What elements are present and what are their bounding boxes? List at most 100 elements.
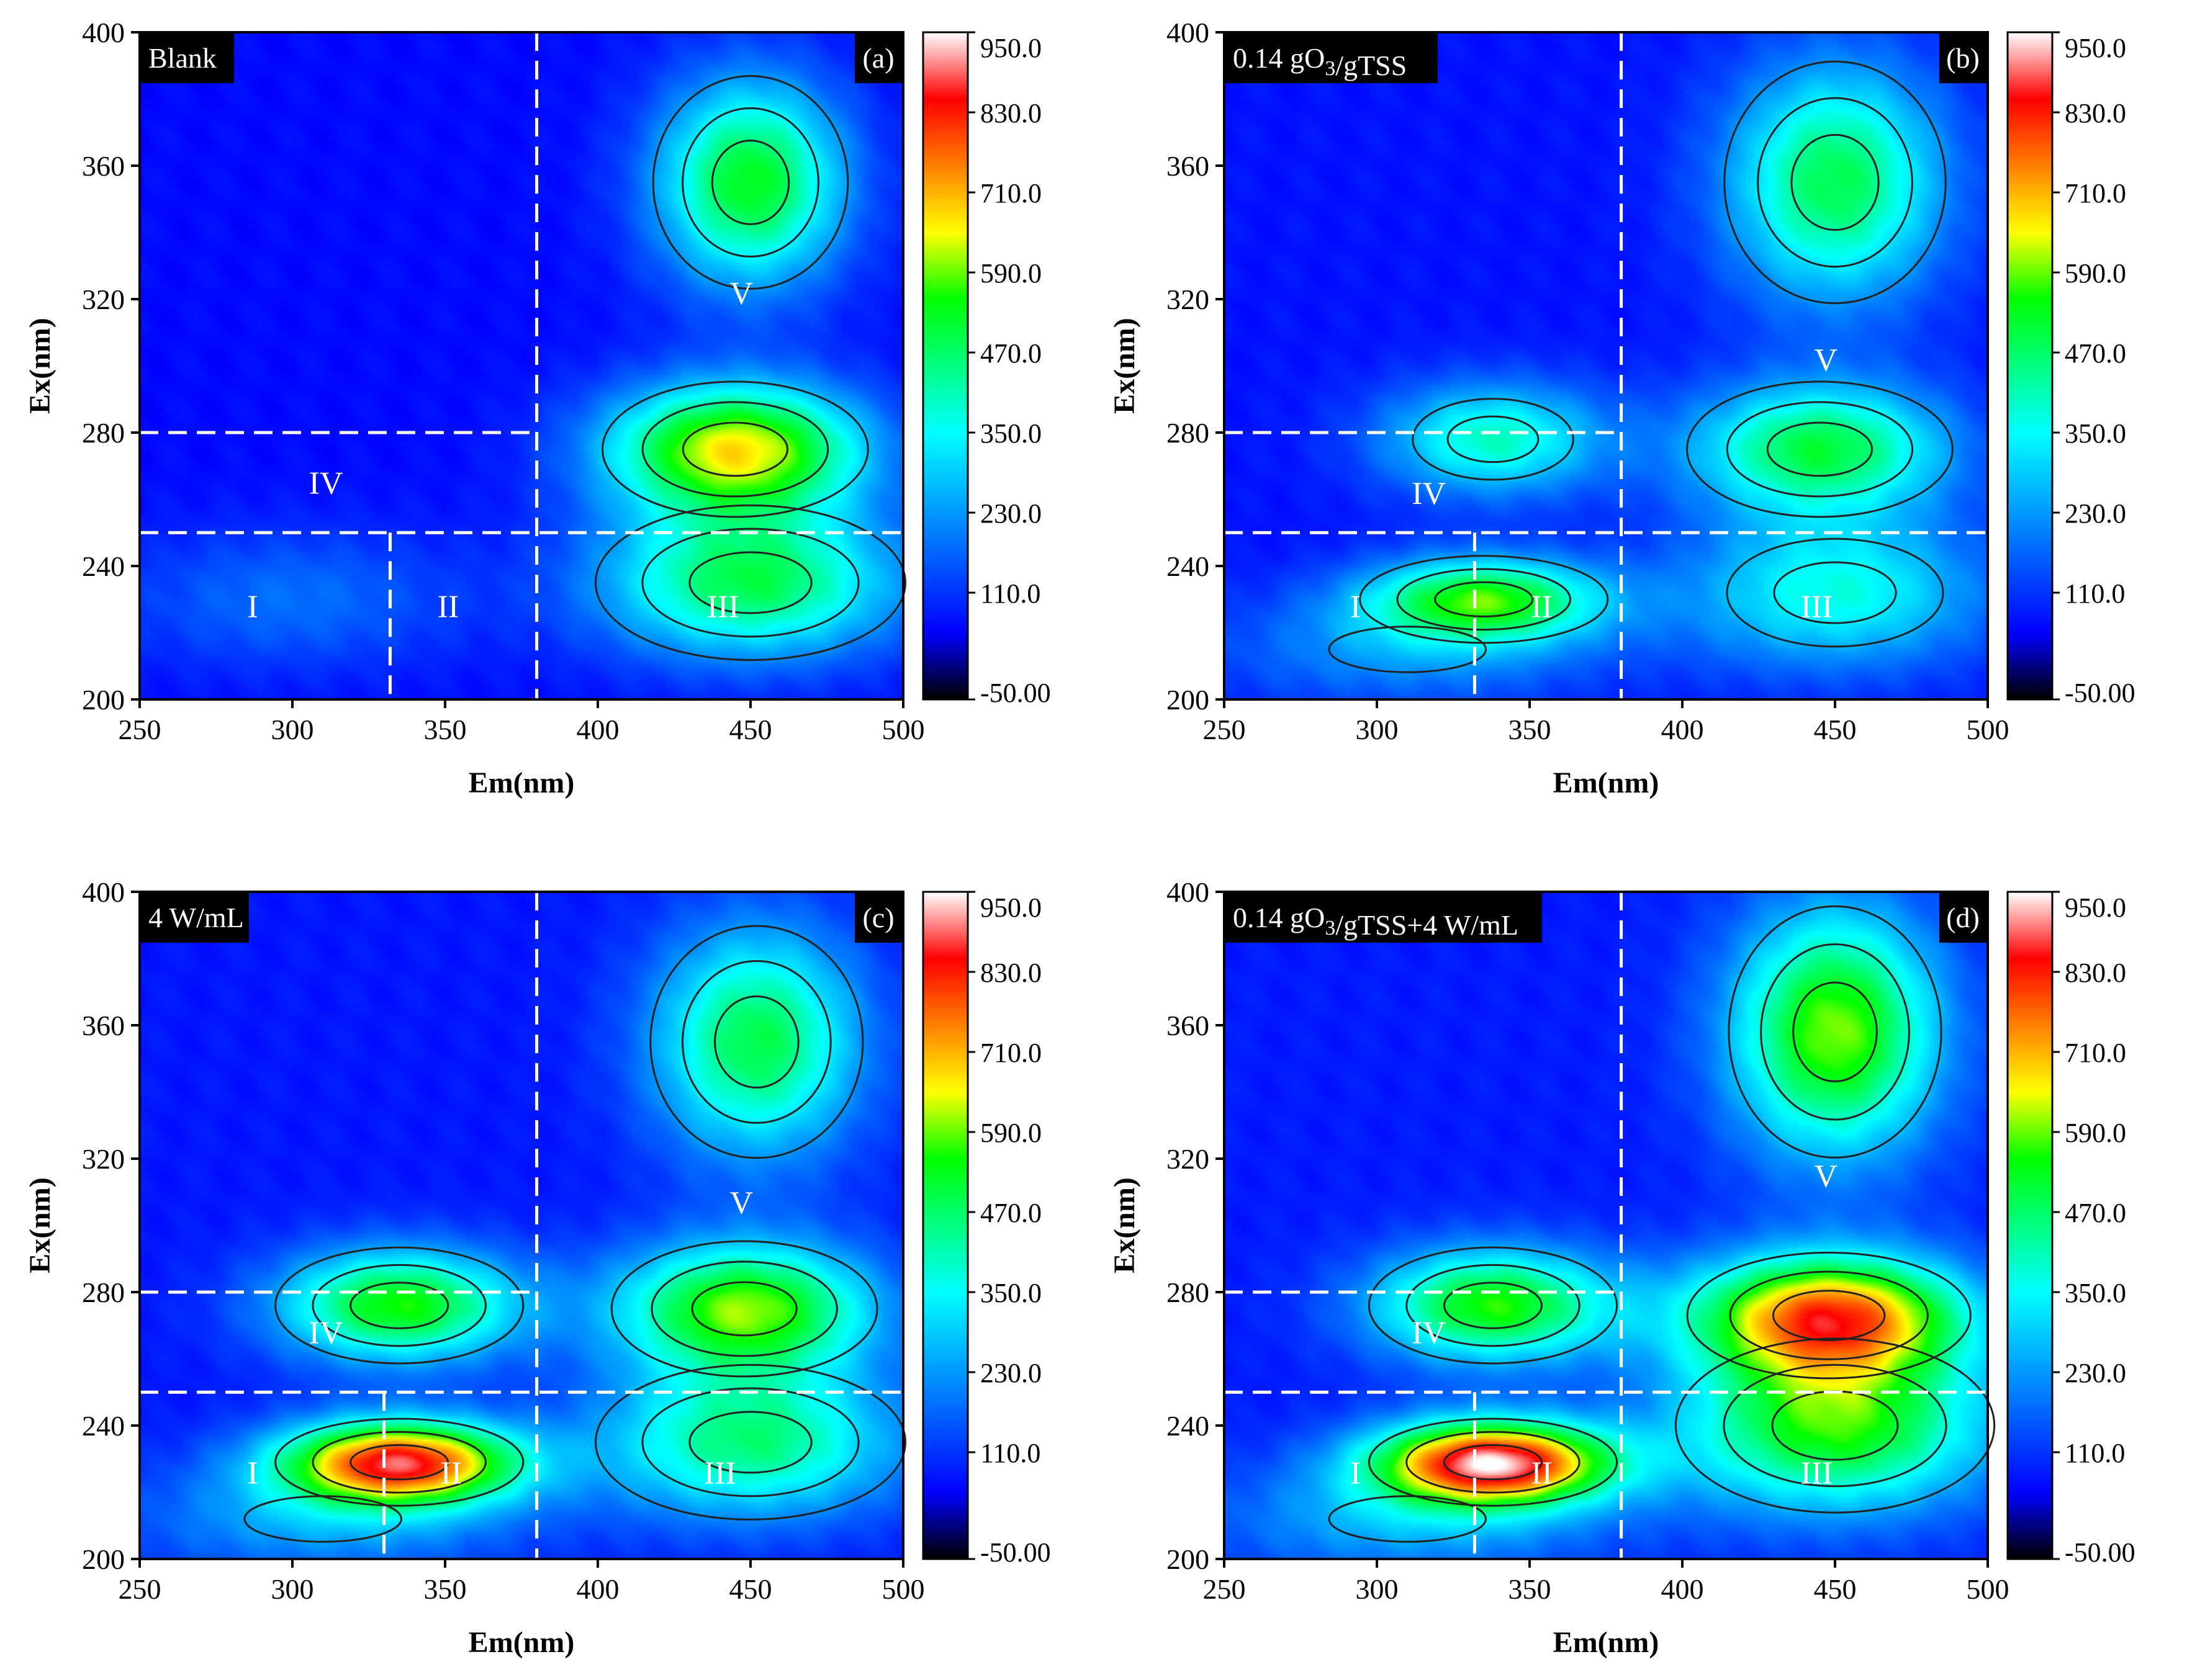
contour-line: [312, 1431, 487, 1494]
contour-line: [1405, 1431, 1581, 1494]
contour-line: [714, 995, 800, 1089]
x-tick-label: 450: [1814, 714, 1857, 745]
contour-line: [610, 1240, 878, 1378]
colorbar-tick-label: 350.0: [2065, 418, 2126, 449]
contour-line: [649, 925, 864, 1159]
region-label: IV: [1412, 476, 1446, 511]
contour-line: [688, 1411, 813, 1474]
contour-line: [1446, 415, 1540, 464]
y-tick-label: 240: [82, 1410, 125, 1442]
x-tick-label: 250: [1203, 1573, 1246, 1605]
x-tick-label: 500: [1967, 1573, 2009, 1605]
x-tick-label: 250: [1203, 714, 1246, 745]
contour-line: [641, 1387, 860, 1498]
x-axis-title: Em(nm): [469, 1626, 575, 1659]
y-tick-label: 360: [82, 150, 125, 182]
contour-line: [641, 401, 829, 498]
contour-line: [349, 1282, 449, 1329]
x-tick-label: 400: [577, 714, 620, 745]
y-tick-label: 400: [82, 876, 125, 908]
contour-line: [274, 1246, 525, 1365]
region-label: I: [247, 1455, 258, 1491]
condition-tag: Blank: [148, 42, 217, 74]
y-tick-label: 320: [1166, 284, 1209, 315]
region-label: I: [1350, 590, 1361, 625]
contour-line: [1760, 943, 1910, 1121]
colorbar: [922, 891, 969, 1560]
plot-frame: [1223, 891, 1989, 1560]
y-tick-label: 360: [1166, 150, 1209, 182]
plot-frame: [1223, 31, 1989, 701]
colorbar-tick-label: 350.0: [980, 418, 1042, 449]
region-label: III: [707, 590, 739, 625]
colorbar-tick-label: 950.0: [2065, 33, 2126, 63]
x-axis-title: Em(nm): [1553, 1626, 1659, 1659]
contour-line: [1772, 1290, 1886, 1341]
condition-tag-bg: [141, 34, 234, 83]
contour-line: [1792, 981, 1878, 1082]
y-tick-label: 320: [82, 1143, 125, 1175]
y-axis-title: Ex(nm): [24, 318, 56, 414]
colorbar-tick-label: 230.0: [980, 498, 1042, 529]
contour-line: [1443, 1444, 1543, 1481]
panel-letter: (a): [862, 42, 894, 74]
contour-line: [688, 551, 813, 614]
y-axis-title: Ex(nm): [24, 1177, 56, 1273]
x-tick-label: 350: [1508, 1573, 1551, 1605]
condition-tag: 4 W/mL: [148, 902, 244, 933]
x-tick-label: 400: [1661, 1573, 1704, 1605]
contour-line: [1729, 1270, 1929, 1360]
y-tick-label: 400: [1166, 876, 1209, 908]
y-axis-title: Ex(nm): [1108, 318, 1141, 414]
colorbar-tick-label: 710.0: [980, 178, 1042, 209]
y-tick-label: 280: [82, 417, 125, 449]
contour-line: [652, 75, 849, 290]
y-tick-label: 200: [82, 684, 125, 716]
colorbar-tick-label: 710.0: [980, 1038, 1042, 1068]
x-tick-label: 500: [882, 714, 925, 745]
contour-line: [274, 1417, 525, 1507]
contour-line: [1773, 561, 1897, 624]
y-tick-label: 240: [1166, 1410, 1209, 1442]
panel-letter-bg: [855, 34, 902, 83]
region-label: IV: [1412, 1316, 1446, 1351]
region-label: II: [1531, 1455, 1553, 1491]
colorbar-tick-label: 830.0: [2065, 98, 2126, 128]
colorbar-tick-label: 590.0: [2065, 1118, 2126, 1148]
x-tick-label: 300: [271, 714, 314, 745]
condition-tag-bg: [141, 893, 249, 943]
y-tick-label: 320: [1166, 1143, 1209, 1175]
region-label: III: [704, 1455, 736, 1491]
x-tick-label: 300: [1356, 1573, 1399, 1605]
colorbar-tick-label: 590.0: [2065, 258, 2126, 289]
y-tick-label: 360: [1166, 1010, 1209, 1041]
region-label: V: [729, 1185, 753, 1221]
panel-letter-bg: [1939, 34, 1986, 83]
contour-line: [594, 504, 907, 661]
colorbar-tick-label: 350.0: [980, 1278, 1042, 1308]
x-tick-label: 250: [119, 714, 161, 745]
x-tick-label: 450: [729, 714, 772, 745]
region-label: V: [729, 276, 753, 311]
y-tick-label: 240: [1166, 550, 1209, 582]
x-tick-label: 350: [1508, 714, 1551, 745]
condition-tag-bg: [1225, 893, 1542, 943]
contour-line: [243, 1495, 402, 1543]
x-tick-label: 400: [1661, 714, 1704, 745]
x-axis-title: Em(nm): [1553, 766, 1659, 799]
y-tick-label: 320: [82, 284, 125, 315]
panel-letter: (b): [1946, 42, 1980, 74]
colorbar-tick-label: -50.00: [2065, 678, 2135, 708]
contour-line: [1368, 1246, 1618, 1365]
y-tick-label: 280: [1166, 417, 1209, 449]
colorbar-tick-label: 110.0: [980, 1438, 1040, 1468]
contour-line: [312, 1264, 487, 1347]
contour-line: [1443, 1282, 1543, 1329]
colorbar-tick-label: 950.0: [980, 892, 1042, 923]
colorbar-tick-label: 830.0: [980, 958, 1042, 988]
region-label: II: [1531, 590, 1553, 625]
region-label: I: [1350, 1455, 1361, 1491]
contour-line: [651, 1260, 838, 1357]
